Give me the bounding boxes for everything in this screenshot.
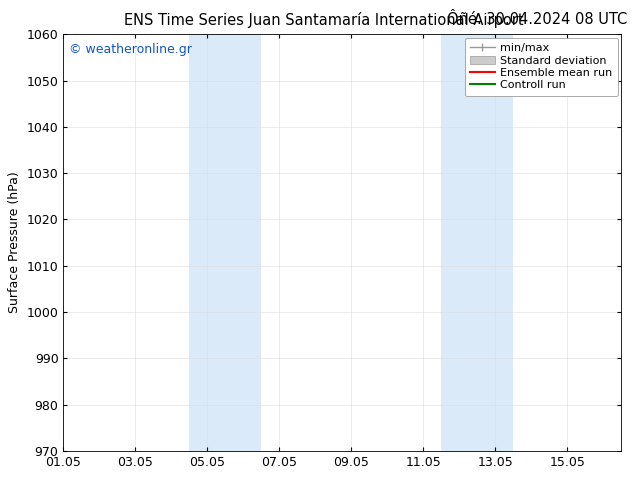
- Bar: [190, 34, 261, 451]
- Y-axis label: Surface Pressure (hPa): Surface Pressure (hPa): [8, 172, 21, 314]
- Text: Ôñé. 30.04.2024 08 UTC: Ôñé. 30.04.2024 08 UTC: [448, 12, 628, 27]
- Bar: [441, 34, 514, 451]
- Text: © weatheronline.gr: © weatheronline.gr: [69, 43, 192, 56]
- Text: ENS Time Series Juan Santamaría International Airport: ENS Time Series Juan Santamaría Internat…: [124, 12, 523, 28]
- Legend: min/max, Standard deviation, Ensemble mean run, Controll run: min/max, Standard deviation, Ensemble me…: [465, 38, 618, 96]
